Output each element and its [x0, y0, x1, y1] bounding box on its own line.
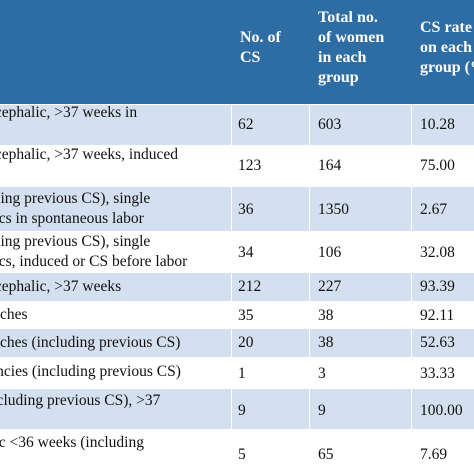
total-women-cell: 106	[318, 244, 342, 261]
total-women-cell: 9	[318, 402, 326, 419]
cs-count-cell: 34	[238, 244, 254, 261]
table-row: all breeches 35 38 92.11	[0, 300, 474, 328]
cs-rate-cell: 75.00	[420, 157, 455, 174]
table-row: all breeches (including previous CS) 20 …	[0, 328, 474, 356]
cs-rate-cell: 7.69	[420, 446, 448, 463]
group-cell: (excluding previous CS), single cephalic…	[0, 190, 151, 227]
table-row: (excluding previous CS), single cephalic…	[0, 230, 474, 272]
cs-count-cell: 20	[238, 334, 254, 351]
total-women-cell: 38	[318, 334, 334, 351]
table-row: single cephalic, >37 weeks in 62 603 10.…	[0, 104, 474, 144]
cs-rate-cell: 52.63	[420, 334, 455, 351]
cs-count-cell: 9	[238, 402, 246, 419]
cs-rate-cell: 100.00	[420, 402, 463, 419]
table-row: (excluding previous CS), single cephalic…	[0, 186, 474, 230]
cs-rate-cell: 33.33	[420, 365, 455, 382]
table-row: pregnancies (including previous CS) 1 3 …	[0, 356, 474, 388]
column-divider	[231, 104, 232, 474]
cs-count-cell: 35	[238, 307, 254, 324]
cs-count-cell: 5	[238, 446, 246, 463]
total-women-cell: 603	[318, 116, 342, 133]
table-row: lies (including previous CS), >37 9 9 10…	[0, 388, 474, 428]
cs-rate-cell: 10.28	[420, 116, 455, 133]
group-cell: all breeches	[0, 306, 28, 323]
header-total-women: Total no. of women in each group	[318, 9, 385, 86]
table-row: cephalic <36 weeks (including 5 65 7.69	[0, 428, 474, 474]
group-cell: pregnancies (including previous CS)	[0, 363, 181, 380]
cs-count-cell: 212	[238, 278, 262, 295]
table-row: single cephalic, >37 weeks 212 227 93.39	[0, 272, 474, 300]
group-cell: single cephalic, >37 weeks, induced	[0, 146, 178, 163]
header-no-of-cs: No. of CS	[240, 29, 281, 66]
cs-count-cell: 123	[238, 157, 262, 174]
cs-rate-cell: 93.39	[420, 278, 455, 295]
cs-rate-cell: 2.67	[420, 201, 448, 218]
total-women-cell: 38	[318, 307, 334, 324]
group-cell: single cephalic, >37 weeks in	[0, 104, 138, 121]
group-cell: lies (including previous CS), >37	[0, 392, 161, 409]
cs-count-cell: 1	[238, 365, 246, 382]
column-divider	[309, 104, 310, 474]
total-women-cell: 65	[318, 446, 334, 463]
total-women-cell: 3	[318, 365, 326, 382]
cs-rate-cell: 92.11	[420, 307, 455, 324]
group-cell: cephalic <36 weeks (including	[0, 434, 144, 451]
cs-rate-cell: 32.08	[420, 244, 455, 261]
group-cell: all breeches (including previous CS)	[0, 334, 181, 351]
table-header: No. of CS Total no. of women in each gro…	[0, 0, 474, 104]
header-cs-rate: CS rate on each group (%)	[420, 19, 474, 76]
total-women-cell: 1350	[318, 201, 349, 218]
column-divider	[411, 104, 412, 474]
total-women-cell: 164	[318, 157, 342, 174]
group-cell: single cephalic, >37 weeks	[0, 278, 122, 295]
total-women-cell: 227	[318, 278, 342, 295]
cs-count-cell: 62	[238, 116, 254, 133]
group-cell: (excluding previous CS), single cephalic…	[0, 233, 188, 270]
table-row: single cephalic, >37 weeks, induced 123 …	[0, 144, 474, 186]
cs-count-cell: 36	[238, 201, 254, 218]
